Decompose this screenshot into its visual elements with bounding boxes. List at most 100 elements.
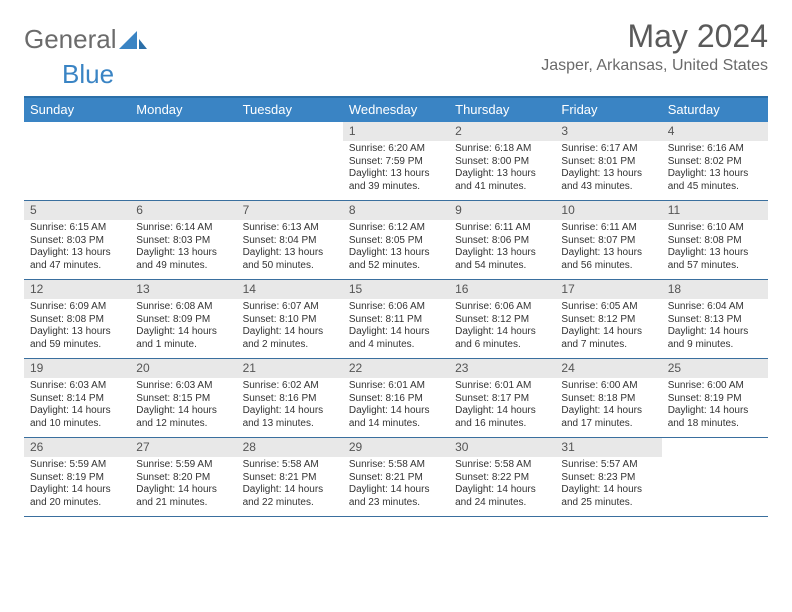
- sunset-text: Sunset: 8:04 PM: [243, 235, 337, 248]
- day-cell: 5Sunrise: 6:15 AMSunset: 8:03 PMDaylight…: [24, 201, 130, 279]
- sunset-text: Sunset: 8:18 PM: [561, 393, 655, 406]
- day-number: 19: [24, 359, 130, 378]
- weekday-header: Monday: [130, 98, 236, 122]
- day-body: Sunrise: 6:01 AMSunset: 8:17 PMDaylight:…: [449, 378, 555, 434]
- daylight-text: Daylight: 14 hours and 25 minutes.: [561, 484, 655, 509]
- sunrise-text: Sunrise: 6:17 AM: [561, 143, 655, 156]
- day-cell: 11Sunrise: 6:10 AMSunset: 8:08 PMDayligh…: [662, 201, 768, 279]
- daylight-text: Daylight: 14 hours and 7 minutes.: [561, 326, 655, 351]
- sunset-text: Sunset: 8:19 PM: [30, 472, 124, 485]
- sunset-text: Sunset: 8:07 PM: [561, 235, 655, 248]
- sunset-text: Sunset: 8:23 PM: [561, 472, 655, 485]
- day-cell: 7Sunrise: 6:13 AMSunset: 8:04 PMDaylight…: [237, 201, 343, 279]
- sunrise-text: Sunrise: 6:09 AM: [30, 301, 124, 314]
- day-number: 2: [449, 122, 555, 141]
- sunset-text: Sunset: 8:05 PM: [349, 235, 443, 248]
- sunset-text: Sunset: 8:11 PM: [349, 314, 443, 327]
- day-cell: 12Sunrise: 6:09 AMSunset: 8:08 PMDayligh…: [24, 280, 130, 358]
- weekday-header: Tuesday: [237, 98, 343, 122]
- day-cell: 13Sunrise: 6:08 AMSunset: 8:09 PMDayligh…: [130, 280, 236, 358]
- daylight-text: Daylight: 14 hours and 21 minutes.: [136, 484, 230, 509]
- daylight-text: Daylight: 14 hours and 16 minutes.: [455, 405, 549, 430]
- day-cell: 23Sunrise: 6:01 AMSunset: 8:17 PMDayligh…: [449, 359, 555, 437]
- daylight-text: Daylight: 14 hours and 12 minutes.: [136, 405, 230, 430]
- daylight-text: Daylight: 14 hours and 10 minutes.: [30, 405, 124, 430]
- sunrise-text: Sunrise: 6:11 AM: [561, 222, 655, 235]
- day-body: Sunrise: 6:10 AMSunset: 8:08 PMDaylight:…: [662, 220, 768, 276]
- sunrise-text: Sunrise: 6:06 AM: [349, 301, 443, 314]
- sunrise-text: Sunrise: 5:59 AM: [136, 459, 230, 472]
- daylight-text: Daylight: 13 hours and 54 minutes.: [455, 247, 549, 272]
- sunset-text: Sunset: 8:02 PM: [668, 156, 762, 169]
- day-body: Sunrise: 6:17 AMSunset: 8:01 PMDaylight:…: [555, 141, 661, 197]
- daylight-text: Daylight: 14 hours and 4 minutes.: [349, 326, 443, 351]
- day-number: [24, 122, 130, 126]
- sunset-text: Sunset: 8:15 PM: [136, 393, 230, 406]
- day-body: Sunrise: 6:09 AMSunset: 8:08 PMDaylight:…: [24, 299, 130, 355]
- sunrise-text: Sunrise: 6:16 AM: [668, 143, 762, 156]
- day-body: Sunrise: 6:14 AMSunset: 8:03 PMDaylight:…: [130, 220, 236, 276]
- sunrise-text: Sunrise: 6:03 AM: [136, 380, 230, 393]
- day-number: 22: [343, 359, 449, 378]
- day-body: Sunrise: 5:58 AMSunset: 8:21 PMDaylight:…: [343, 457, 449, 513]
- weekday-header: Wednesday: [343, 98, 449, 122]
- weekday-header: Saturday: [662, 98, 768, 122]
- sunset-text: Sunset: 8:00 PM: [455, 156, 549, 169]
- day-cell: 16Sunrise: 6:06 AMSunset: 8:12 PMDayligh…: [449, 280, 555, 358]
- day-number: 24: [555, 359, 661, 378]
- day-cell: 15 Sunrise: 6:06 AMSunset: 8:11 PMDayligh…: [343, 280, 449, 358]
- day-body: Sunrise: 6:11 AMSunset: 8:07 PMDaylight:…: [555, 220, 661, 276]
- day-number: 14: [237, 280, 343, 299]
- sunrise-text: Sunrise: 6:20 AM: [349, 143, 443, 156]
- sunset-text: Sunset: 8:13 PM: [668, 314, 762, 327]
- week-row: 19Sunrise: 6:03 AMSunset: 8:14 PMDayligh…: [24, 359, 768, 438]
- day-number: 13: [130, 280, 236, 299]
- day-number: 1: [343, 122, 449, 141]
- day-number: 7: [237, 201, 343, 220]
- sunset-text: Sunset: 8:21 PM: [349, 472, 443, 485]
- day-cell: [24, 122, 130, 200]
- sunrise-text: Sunrise: 5:58 AM: [455, 459, 549, 472]
- sunrise-text: Sunrise: 6:00 AM: [668, 380, 762, 393]
- day-cell: 21Sunrise: 6:02 AMSunset: 8:16 PMDayligh…: [237, 359, 343, 437]
- day-number: 8: [343, 201, 449, 220]
- week-row: 12Sunrise: 6:09 AMSunset: 8:08 PMDayligh…: [24, 280, 768, 359]
- day-body: Sunrise: 6:12 AMSunset: 8:05 PMDaylight:…: [343, 220, 449, 276]
- sunset-text: Sunset: 8:14 PM: [30, 393, 124, 406]
- logo: General: [24, 18, 147, 55]
- daylight-text: Daylight: 13 hours and 49 minutes.: [136, 247, 230, 272]
- day-number: 27: [130, 438, 236, 457]
- sunset-text: Sunset: 8:22 PM: [455, 472, 549, 485]
- daylight-text: Daylight: 13 hours and 47 minutes.: [30, 247, 124, 272]
- calendar: SundayMondayTuesdayWednesdayThursdayFrid…: [24, 96, 768, 517]
- day-number: 28: [237, 438, 343, 457]
- day-body: Sunrise: 6:15 AMSunset: 8:03 PMDaylight:…: [24, 220, 130, 276]
- day-cell: 18Sunrise: 6:04 AMSunset: 8:13 PMDayligh…: [662, 280, 768, 358]
- day-body: Sunrise: 6:13 AMSunset: 8:04 PMDaylight:…: [237, 220, 343, 276]
- day-body: Sunrise: 6:00 AMSunset: 8:18 PMDaylight:…: [555, 378, 661, 434]
- weekday-header-row: SundayMondayTuesdayWednesdayThursdayFrid…: [24, 98, 768, 122]
- weekday-header: Sunday: [24, 98, 130, 122]
- day-body: Sunrise: 6:06 AMSunset: 8:12 PMDaylight:…: [449, 299, 555, 355]
- day-cell: 1Sunrise: 6:20 AMSunset: 7:59 PMDaylight…: [343, 122, 449, 200]
- daylight-text: Daylight: 13 hours and 52 minutes.: [349, 247, 443, 272]
- daylight-text: Daylight: 14 hours and 14 minutes.: [349, 405, 443, 430]
- sunset-text: Sunset: 8:20 PM: [136, 472, 230, 485]
- day-number: 30: [449, 438, 555, 457]
- daylight-text: Daylight: 14 hours and 22 minutes.: [243, 484, 337, 509]
- sunrise-text: Sunrise: 6:08 AM: [136, 301, 230, 314]
- day-number: 23: [449, 359, 555, 378]
- logo-sail-icon: [119, 29, 147, 51]
- day-number: 31: [555, 438, 661, 457]
- day-body: Sunrise: 6:11 AMSunset: 8:06 PMDaylight:…: [449, 220, 555, 276]
- day-number: 15: [343, 280, 449, 299]
- sunrise-text: Sunrise: 6:15 AM: [30, 222, 124, 235]
- day-cell: [662, 438, 768, 516]
- day-number: 21: [237, 359, 343, 378]
- sunrise-text: Sunrise: 6:04 AM: [668, 301, 762, 314]
- day-cell: 8Sunrise: 6:12 AMSunset: 8:05 PMDaylight…: [343, 201, 449, 279]
- sunset-text: Sunset: 8:09 PM: [136, 314, 230, 327]
- day-number: 5: [24, 201, 130, 220]
- sunset-text: Sunset: 8:17 PM: [455, 393, 549, 406]
- sunrise-text: Sunrise: 6:18 AM: [455, 143, 549, 156]
